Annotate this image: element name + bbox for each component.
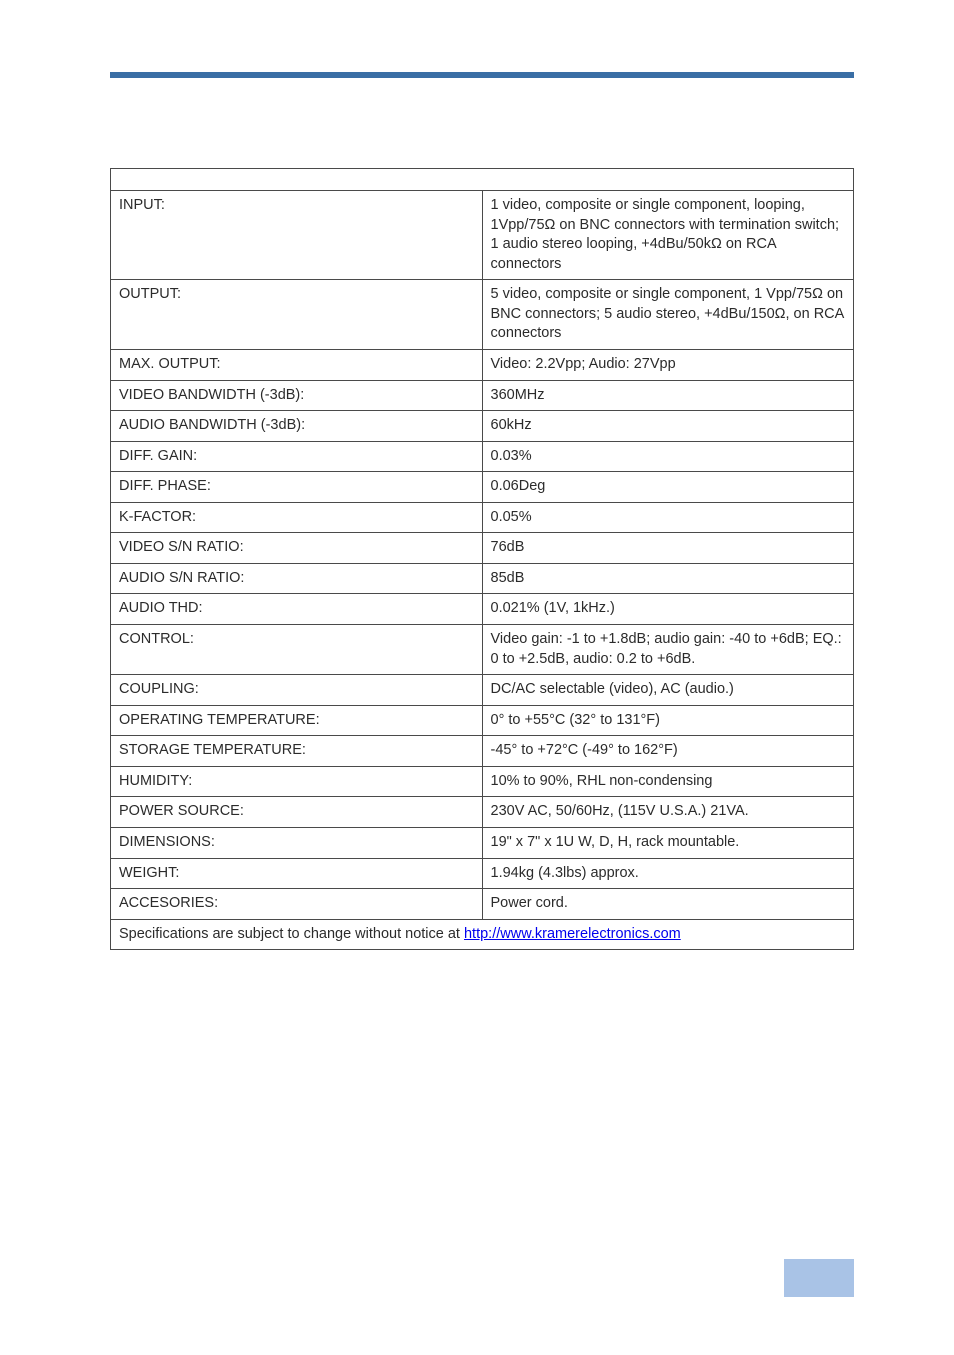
table-row: MAX. OUTPUT:Video: 2.2Vpp; Audio: 27Vpp [111,349,854,380]
table-row: POWER SOURCE:230V AC, 50/60Hz, (115V U.S… [111,797,854,828]
spec-label: WEIGHT: [111,858,483,889]
spec-label: AUDIO BANDWIDTH (-3dB): [111,411,483,442]
page: INPUT:1 video, composite or single compo… [0,0,954,1355]
table-row: STORAGE TEMPERATURE:-45° to +72°C (-49° … [111,736,854,767]
table-row: DIFF. GAIN:0.03% [111,441,854,472]
spec-value: Power cord. [482,889,854,920]
spec-value: Video gain: -1 to +1.8dB; audio gain: -4… [482,625,854,675]
spec-label: COUPLING: [111,675,483,706]
table-row: COUPLING:DC/AC selectable (video), AC (a… [111,675,854,706]
spec-value: Video: 2.2Vpp; Audio: 27Vpp [482,349,854,380]
spec-label: CONTROL: [111,625,483,675]
table-row: HUMIDITY:10% to 90%, RHL non-condensing [111,766,854,797]
spec-value: 0.021% (1V, 1kHz.) [482,594,854,625]
table-row: K-FACTOR:0.05% [111,502,854,533]
table-row: WEIGHT:1.94kg (4.3lbs) approx. [111,858,854,889]
table-row: DIFF. PHASE:0.06Deg [111,472,854,503]
spec-value: 0.05% [482,502,854,533]
spec-value: 1.94kg (4.3lbs) approx. [482,858,854,889]
spec-value: 360MHz [482,380,854,411]
top-accent-bar [110,72,854,78]
table-row: OUTPUT:5 video, composite or single comp… [111,280,854,350]
table-row: AUDIO THD:0.021% (1V, 1kHz.) [111,594,854,625]
spec-label: VIDEO S/N RATIO: [111,533,483,564]
spec-label: DIFF. GAIN: [111,441,483,472]
table-row: VIDEO BANDWIDTH (-3dB):360MHz [111,380,854,411]
spec-value: 19" x 7" x 1U W, D, H, rack mountable. [482,827,854,858]
spec-label: POWER SOURCE: [111,797,483,828]
spec-value: 0.06Deg [482,472,854,503]
table-row: INPUT:1 video, composite or single compo… [111,191,854,280]
table-header-blank [111,169,854,191]
spec-value: 85dB [482,563,854,594]
spec-label: AUDIO S/N RATIO: [111,563,483,594]
spec-label: MAX. OUTPUT: [111,349,483,380]
spec-value: 1 video, composite or single component, … [482,191,854,280]
spec-label: STORAGE TEMPERATURE: [111,736,483,767]
spec-label: K-FACTOR: [111,502,483,533]
spec-label: DIMENSIONS: [111,827,483,858]
spec-value: 60kHz [482,411,854,442]
table-row: AUDIO S/N RATIO:85dB [111,563,854,594]
spec-label: INPUT: [111,191,483,280]
spec-value: 230V AC, 50/60Hz, (115V U.S.A.) 21VA. [482,797,854,828]
table-row: VIDEO S/N RATIO:76dB [111,533,854,564]
spec-label: DIFF. PHASE: [111,472,483,503]
table-footnote-row: Specifications are subject to change wit… [111,919,854,950]
spec-label: AUDIO THD: [111,594,483,625]
table-row: ACCESORIES:Power cord. [111,889,854,920]
spec-value: DC/AC selectable (video), AC (audio.) [482,675,854,706]
spec-value: 76dB [482,533,854,564]
spec-label: HUMIDITY: [111,766,483,797]
footnote-text: Specifications are subject to change wit… [119,926,681,942]
spec-value: -45° to +72°C (-49° to 162°F) [482,736,854,767]
table-row: AUDIO BANDWIDTH (-3dB):60kHz [111,411,854,442]
spec-label: OPERATING TEMPERATURE: [111,705,483,736]
spec-table: INPUT:1 video, composite or single compo… [110,168,854,950]
table-row: CONTROL:Video gain: -1 to +1.8dB; audio … [111,625,854,675]
spec-value: 0.03% [482,441,854,472]
corner-accent [784,1259,854,1297]
spec-value: 5 video, composite or single component, … [482,280,854,350]
table-row: DIMENSIONS:19" x 7" x 1U W, D, H, rack m… [111,827,854,858]
footnote-link[interactable]: http://www.kramerelectronics.com [464,926,681,942]
table-row: OPERATING TEMPERATURE:0° to +55°C (32° t… [111,705,854,736]
spec-value: 0° to +55°C (32° to 131°F) [482,705,854,736]
spec-label: ACCESORIES: [111,889,483,920]
spec-value: 10% to 90%, RHL non-condensing [482,766,854,797]
spec-label: VIDEO BANDWIDTH (-3dB): [111,380,483,411]
spec-label: OUTPUT: [111,280,483,350]
footnote-prefix: Specifications are subject to change wit… [119,926,464,942]
